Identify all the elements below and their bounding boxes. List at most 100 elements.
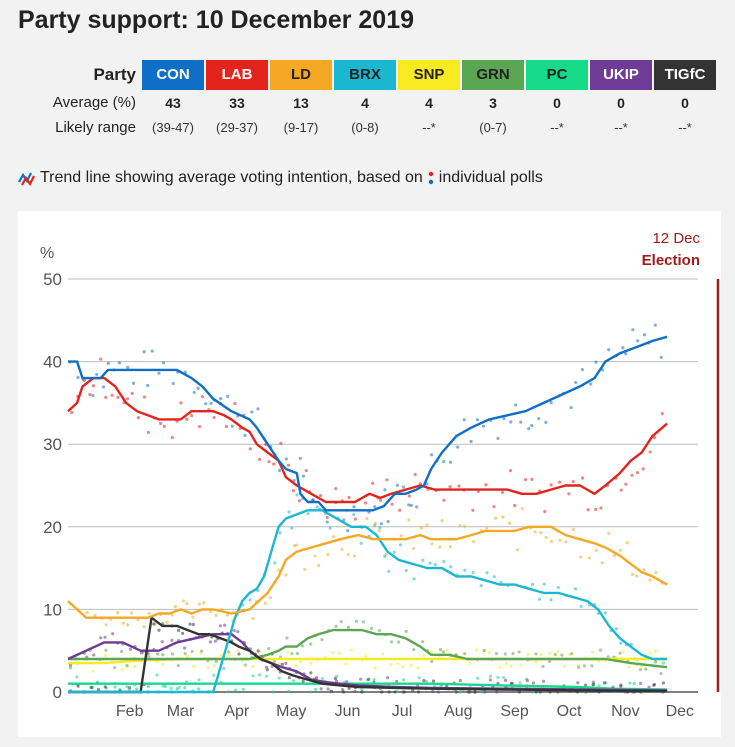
poll-dot [233, 401, 237, 406]
poll-dot [354, 619, 359, 623]
party-pill-snp[interactable]: SNP [398, 60, 460, 90]
poll-dot [241, 687, 245, 691]
poll-dot [267, 460, 271, 464]
poll-dot [119, 649, 124, 654]
poll-dot [590, 664, 594, 668]
party-pill-grn[interactable]: GRN [462, 60, 524, 90]
poll-dot [493, 516, 498, 520]
poll-dot [644, 667, 648, 671]
poll-dot [103, 685, 107, 689]
poll-dot [430, 453, 434, 457]
poll-dot [411, 546, 416, 550]
poll-dot [120, 667, 124, 671]
x-tick-label: Feb [116, 703, 144, 720]
poll-dot [160, 640, 164, 644]
poll-dot [560, 653, 564, 657]
poll-dot [544, 535, 548, 540]
poll-dot [295, 543, 299, 547]
poll-dot [110, 393, 114, 397]
poll-dot [135, 687, 139, 691]
poll-dot [579, 604, 583, 609]
poll-dot [309, 671, 313, 675]
poll-dot [433, 563, 437, 567]
poll-dot [383, 488, 387, 492]
poll-dot [549, 401, 553, 405]
election-label: Election [642, 252, 700, 269]
poll-dot [99, 636, 103, 640]
poll-dot [607, 531, 611, 535]
poll-dot [503, 652, 507, 656]
poll-dot [509, 681, 513, 686]
poll-dot [159, 421, 163, 426]
poll-dot [652, 435, 657, 440]
poll-dot [496, 436, 500, 440]
party-pill-con[interactable]: CON [142, 60, 204, 90]
poll-dot [263, 601, 267, 605]
poll-dot [660, 412, 664, 416]
poll-dot [300, 644, 305, 648]
poll-dot [146, 430, 151, 435]
poll-dot [389, 663, 393, 667]
poll-dot [473, 690, 477, 694]
poll-dot [277, 468, 282, 473]
poll-dot [539, 530, 543, 535]
poll-dot [476, 676, 480, 680]
poll-dot [96, 687, 101, 692]
poll-dot [209, 609, 213, 614]
poll-dot [89, 685, 93, 689]
poll-dot [483, 690, 487, 694]
poll-dot [412, 577, 416, 581]
party-pill-tigfc[interactable]: TIGfC [654, 60, 716, 90]
poll-dot [179, 401, 183, 405]
party-pill-brx[interactable]: BRX [334, 60, 396, 90]
average-value: 4 [425, 94, 433, 111]
poll-dot [155, 652, 160, 656]
poll-dot [621, 346, 625, 350]
poll-dot [541, 664, 545, 669]
party-pill-ld[interactable]: LD [270, 60, 332, 90]
party-row: Party CON LAB LD BRX SNP GRN PC UKIP TIG… [16, 60, 716, 90]
poll-dot [313, 554, 317, 558]
poll-dot [501, 515, 505, 519]
x-tick-label: Nov [611, 703, 639, 720]
range-value: (29-37) [216, 120, 258, 135]
poll-dot [301, 679, 305, 683]
poll-dot [511, 651, 515, 656]
poll-dot [492, 575, 496, 579]
poll-dot [580, 367, 585, 372]
poll-dot [128, 686, 132, 690]
range-value: (0-7) [479, 120, 507, 135]
poll-dot [325, 520, 329, 524]
poll-dot [256, 407, 260, 411]
average-value: 13 [293, 94, 309, 111]
poll-dot [526, 652, 530, 656]
poll-dot [496, 675, 500, 680]
poll-dot [606, 655, 610, 659]
poll-dot [396, 662, 400, 666]
poll-dot [463, 652, 467, 656]
poll-dot [170, 435, 174, 440]
poll-dot [234, 688, 238, 692]
poll-dot [445, 648, 449, 652]
poll-dot [638, 667, 643, 672]
poll-dot [85, 610, 89, 615]
poll-dot [624, 482, 628, 486]
poll-dot [514, 403, 518, 407]
poll-dot [574, 380, 578, 385]
poll-dot [126, 365, 130, 369]
poll-dot [219, 653, 223, 658]
poll-dot [313, 687, 318, 692]
party-pill-lab[interactable]: LAB [206, 60, 268, 90]
poll-dot [170, 638, 174, 642]
average-value: 0 [617, 94, 625, 111]
poll-dot [367, 677, 371, 681]
poll-dot [534, 660, 538, 664]
poll-dot [250, 410, 254, 414]
party-pill-pc[interactable]: PC [526, 60, 588, 90]
party-pill-ukip[interactable]: UKIP [590, 60, 652, 90]
poll-dot [531, 681, 535, 685]
poll-dot [286, 463, 291, 467]
poll-dot [638, 681, 643, 685]
poll-dot [482, 648, 486, 653]
poll-dot [471, 508, 475, 512]
